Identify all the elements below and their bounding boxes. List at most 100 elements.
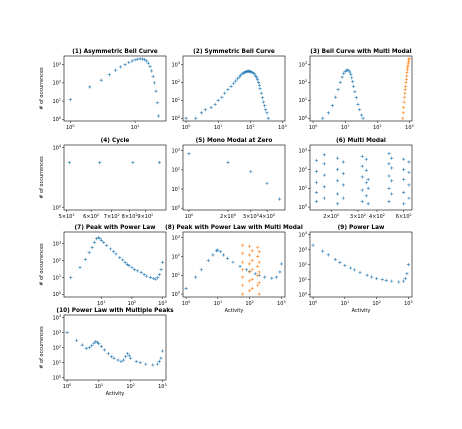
- y-tick-label: 101: [298, 276, 307, 283]
- data-point: [216, 98, 220, 102]
- data-point: [249, 170, 253, 174]
- x-tick-label: 103: [158, 383, 167, 390]
- x-tick-label: 101: [341, 300, 350, 307]
- data-point: [406, 65, 410, 69]
- data-point: [118, 256, 122, 260]
- data-point: [113, 68, 118, 72]
- data-point: [213, 102, 217, 106]
- data-point: [321, 249, 325, 253]
- subplot-7: (7) Peak with Power Law 101 102 103 100 101 10…: [39, 225, 167, 307]
- data-point: [401, 116, 405, 120]
- data-point: [390, 192, 394, 196]
- x-tick-label: 3×100: [243, 213, 259, 220]
- data-point: [360, 188, 364, 192]
- subplot-1: (1) Asymmetric Bell Curve 100 101 100 101 102…: [39, 49, 167, 131]
- x-tick-label: 4×100: [259, 213, 275, 220]
- x-tick-label: 5×102: [59, 213, 75, 220]
- data-point: [240, 243, 245, 247]
- data-point: [322, 196, 326, 200]
- subplot-10: (10) Power Law with Multiple Peaks 100 101…: [39, 308, 174, 397]
- axes-frame: [63, 144, 167, 211]
- y-tick-label: 101: [52, 359, 61, 366]
- y-tick-label: 101: [171, 97, 180, 104]
- data-point: [157, 161, 162, 165]
- y-tick-label: 101: [171, 272, 180, 279]
- y-tick-label: 103: [298, 246, 307, 253]
- data-point: [157, 359, 161, 364]
- subplot-title: (6) Multi Modal: [336, 138, 386, 144]
- data-point: [121, 358, 126, 362]
- x-tick-label: 100: [309, 300, 318, 307]
- data-point: [214, 249, 218, 253]
- series: [69, 235, 165, 281]
- series: [68, 57, 161, 118]
- data-point: [266, 116, 270, 120]
- data-point: [407, 56, 411, 61]
- data-point: [265, 111, 269, 115]
- data-point: [142, 58, 147, 62]
- data-point: [264, 108, 268, 112]
- data-point: [401, 279, 406, 283]
- data-point: [256, 78, 260, 82]
- data-point: [402, 190, 406, 195]
- data-point: [98, 161, 102, 165]
- data-point: [405, 68, 409, 72]
- data-point: [125, 262, 129, 266]
- data-point: [314, 181, 319, 185]
- x-tick-label: 100: [66, 124, 75, 131]
- data-point: [402, 100, 406, 104]
- data-point: [403, 91, 407, 95]
- data-point: [359, 113, 364, 117]
- series: [401, 56, 411, 120]
- data-point: [333, 95, 338, 99]
- data-point: [322, 162, 326, 166]
- x-tick-label: 102: [372, 300, 381, 307]
- data-point: [260, 96, 265, 100]
- data-point: [406, 263, 410, 267]
- x-tick-label: 100: [63, 383, 72, 390]
- data-point: [357, 108, 362, 112]
- y-tick-label: 101: [52, 98, 61, 105]
- x-tick-label: 101: [341, 124, 350, 131]
- y-tick-label: 100: [171, 205, 180, 212]
- x-tick-label: 103: [278, 124, 287, 131]
- data-point: [80, 343, 84, 347]
- data-point: [256, 254, 260, 259]
- data-point: [107, 73, 111, 77]
- axes-frame: [182, 144, 286, 211]
- data-point: [351, 84, 356, 89]
- data-point: [341, 172, 345, 176]
- x-axis-label: Activity: [352, 308, 371, 314]
- subplot-5: (5) Mono Modal at Zero 100 2×100 3×100 4×100…: [171, 138, 286, 220]
- data-point: [226, 87, 230, 92]
- data-point: [106, 352, 111, 356]
- data-point: [250, 277, 254, 282]
- data-point: [364, 157, 368, 161]
- series: [240, 243, 261, 296]
- data-point: [152, 81, 157, 85]
- data-point: [223, 91, 227, 95]
- data-point: [330, 104, 335, 108]
- axes-frame: [63, 314, 167, 381]
- data-point: [231, 260, 235, 264]
- data-point: [406, 61, 410, 65]
- x-tick-label: 8×102: [122, 213, 138, 220]
- x-axis-label: Activity: [106, 391, 125, 397]
- subplot-title: (5) Mono Modal at Zero: [196, 138, 273, 144]
- data-point: [340, 75, 344, 79]
- y-tick-label: 103: [298, 61, 307, 68]
- subplot-8: (8) Peak with Power Law with Multi Modal…: [165, 225, 303, 314]
- data-point: [127, 353, 131, 358]
- data-point: [146, 61, 150, 65]
- data-point: [326, 253, 330, 257]
- data-point: [321, 116, 325, 120]
- data-point: [370, 275, 374, 279]
- data-point: [354, 96, 358, 100]
- data-point: [248, 244, 252, 248]
- data-point: [78, 265, 82, 269]
- data-point: [248, 262, 252, 266]
- data-point: [240, 251, 245, 255]
- data-point: [240, 268, 245, 272]
- y-tick-label: 102: [52, 79, 61, 86]
- x-tick-label: 2×100: [220, 213, 236, 220]
